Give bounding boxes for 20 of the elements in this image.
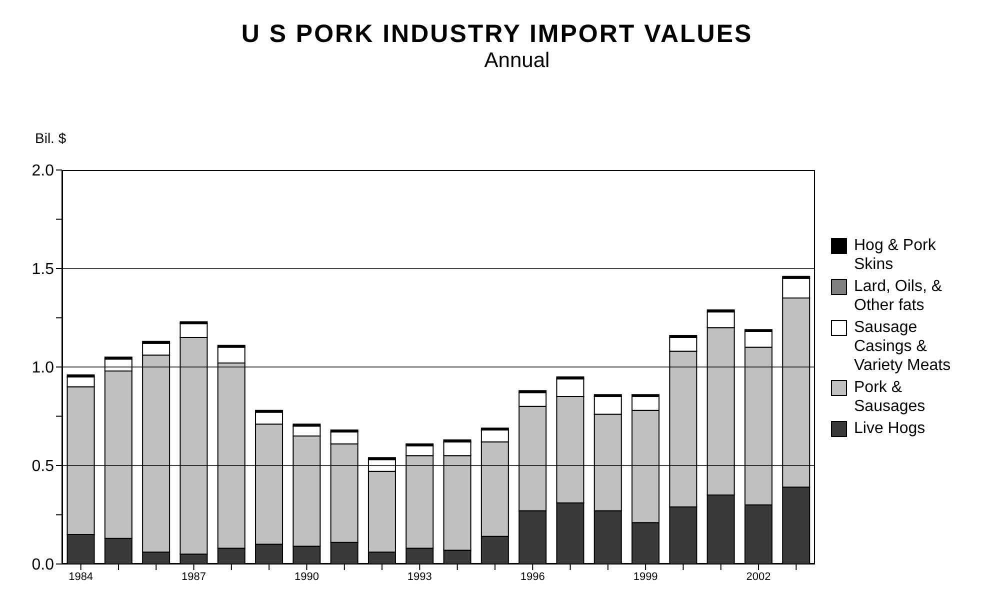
y-tick-label: 1.0 [32, 360, 54, 377]
x-tick-label: 1984 [68, 570, 94, 583]
x-tick-label: 1987 [182, 570, 206, 583]
x-tick-label: 1990 [294, 570, 319, 583]
legend-label: Sausage Casings & Variety Meats [854, 318, 952, 375]
y-tick-label: 0.0 [32, 556, 54, 574]
legend-label: Live Hogs [854, 419, 926, 438]
legend-label: Lard, Oils, & Other fats [854, 277, 944, 315]
chart-subtitle: Annual [483, 49, 551, 73]
x-tick-label: 1999 [633, 570, 658, 583]
y-tick-label: 2.0 [32, 162, 54, 180]
x-tick-label: 2002 [746, 570, 771, 583]
y-tick-label: 0.5 [32, 458, 54, 476]
x-tick-label: 1996 [520, 570, 545, 583]
x-tick-label: 1993 [407, 570, 432, 583]
legend-label: Hog & Pork Skins [854, 236, 937, 274]
chart-title: U S PORK INDUSTRY IMPORT VALUES [240, 20, 754, 49]
y-axis-title: Bil. $ [35, 130, 66, 146]
legend-label: Pork & Sausages [854, 378, 926, 416]
y-tick-label: 1.5 [32, 261, 54, 278]
